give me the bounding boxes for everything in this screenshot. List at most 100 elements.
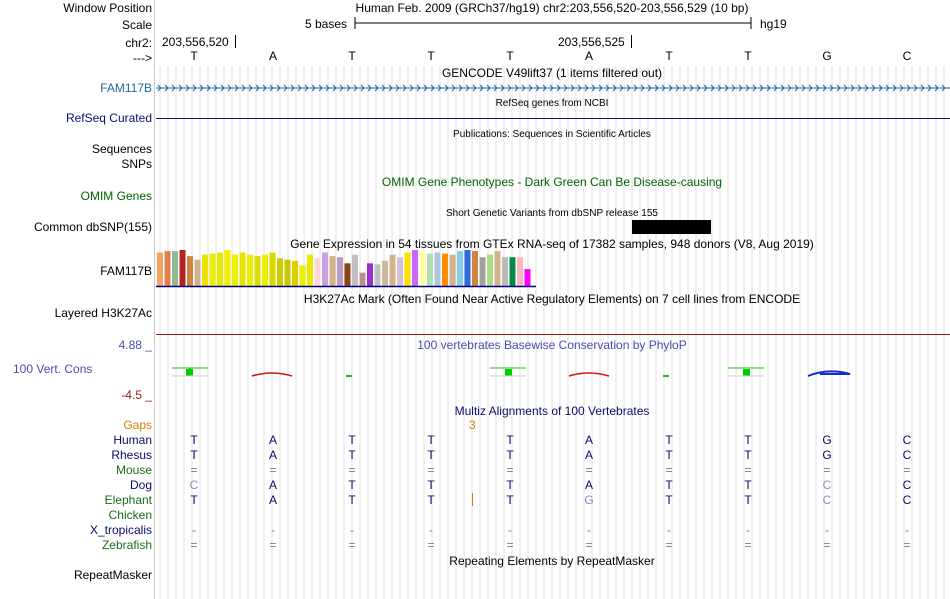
aligned-base: = xyxy=(665,538,673,552)
coord-left-tick xyxy=(235,35,236,48)
scale-assembly: hg19 xyxy=(760,17,787,31)
gtex-tissue-bar xyxy=(404,252,411,286)
aligned-base: = xyxy=(823,538,831,552)
gencode-gene-feature[interactable] xyxy=(156,81,950,95)
gtex-tissue-bar xyxy=(442,253,448,286)
scale-bar xyxy=(354,17,752,29)
gaps-label[interactable]: Gaps xyxy=(123,418,152,432)
reference-base: T xyxy=(665,49,673,63)
gtex-tissue-bar xyxy=(284,259,291,286)
species-label[interactable]: Chicken xyxy=(108,508,152,522)
gtex-tissue-bar xyxy=(434,252,441,286)
gtex-tissue-bar xyxy=(247,254,253,286)
aligned-base: T xyxy=(665,493,673,507)
aligned-base: T xyxy=(665,478,673,492)
omim-label[interactable]: OMIM Genes xyxy=(80,189,152,203)
aligned-base: T xyxy=(348,433,356,447)
aligned-base: C xyxy=(189,478,199,492)
gtex-tissue-bar xyxy=(187,256,193,286)
aligned-base: T xyxy=(348,478,356,492)
gtex-tissue-bar xyxy=(352,254,358,286)
dbsnp-label[interactable]: Common dbSNP(155) xyxy=(33,220,152,234)
phylop-label[interactable]: 100 Vert. Cons xyxy=(13,362,93,376)
label-divider xyxy=(154,0,155,599)
gtex-tissue-bar xyxy=(382,260,388,286)
multiz-title: Multiz Alignments of 100 Vertebrates xyxy=(454,404,650,418)
aligned-base: = xyxy=(348,463,356,477)
gtex-tissue-bar xyxy=(194,259,201,286)
refseq-label[interactable]: RefSeq Curated xyxy=(65,111,152,125)
species-label[interactable]: Human xyxy=(113,433,152,447)
gencode-gene-label[interactable]: FAM117B xyxy=(100,81,152,95)
gtex-expression-bars[interactable] xyxy=(156,250,556,290)
aligned-base: = xyxy=(585,538,593,552)
species-label[interactable]: Elephant xyxy=(104,493,152,507)
repeatmasker-label[interactable]: RepeatMasker xyxy=(73,568,152,582)
gtex-title: Gene Expression in 54 tissues from GTEx … xyxy=(290,237,814,251)
gtex-tissue-bar xyxy=(427,253,433,286)
refseq-gene-line[interactable] xyxy=(156,118,950,119)
species-label[interactable]: X_tropicalis xyxy=(89,523,152,537)
window-position-label[interactable]: Window Position xyxy=(63,1,152,15)
aligned-base: - xyxy=(825,523,829,537)
aligned-base: = xyxy=(665,463,673,477)
aligned-base: T xyxy=(744,433,752,447)
h3k27ac-label[interactable]: Layered H3K27Ac xyxy=(54,306,152,320)
species-label[interactable]: Zebrafish xyxy=(101,538,152,552)
gtex-tissue-bar xyxy=(217,252,223,286)
gtex-tissue-bar xyxy=(314,258,321,286)
chr-label[interactable]: chr2: xyxy=(125,36,152,50)
snps-label[interactable]: SNPs xyxy=(121,157,152,171)
aligned-base: = xyxy=(190,538,198,552)
aligned-base: - xyxy=(587,523,591,537)
aligned-base: = xyxy=(903,463,911,477)
aligned-base: = xyxy=(427,463,435,477)
scale-label[interactable]: Scale xyxy=(121,18,152,32)
omim-title: OMIM Gene Phenotypes - Dark Green Can Be… xyxy=(381,175,723,189)
aligned-base: T xyxy=(348,448,356,462)
aligned-base: C xyxy=(902,493,912,507)
sequences-label[interactable]: Sequences xyxy=(91,142,152,156)
gtex-tissue-bar xyxy=(479,257,486,286)
aligned-base: T xyxy=(427,478,435,492)
gtex-tissue-bar xyxy=(457,251,463,286)
aligned-base: = xyxy=(903,538,911,552)
gaps-count: 3 xyxy=(469,418,476,432)
gtex-tissue-bar xyxy=(262,254,268,286)
aligned-base: A xyxy=(584,433,594,447)
dbsnp-variant-block[interactable] xyxy=(632,220,711,234)
coord-mid: 203,556,525 xyxy=(558,35,625,49)
repeatmasker-title: Repeating Elements by RepeatMasker xyxy=(449,554,655,568)
aligned-base: - xyxy=(508,523,512,537)
gtex-tissue-bar xyxy=(517,257,523,286)
species-label[interactable]: Rhesus xyxy=(111,448,152,462)
aligned-base: - xyxy=(429,523,433,537)
species-label[interactable]: Dog xyxy=(129,478,152,492)
phylop-conservation-plot[interactable] xyxy=(156,362,950,384)
aligned-base: C xyxy=(822,493,832,507)
aligned-base: = xyxy=(269,463,277,477)
phylop-glyph-2 xyxy=(251,372,293,377)
aligned-base: C xyxy=(902,433,912,447)
gtex-tissue-bar xyxy=(172,251,178,286)
aligned-base: T xyxy=(506,493,514,507)
h3k27ac-signal-line xyxy=(156,334,950,335)
aligned-base: T xyxy=(190,493,198,507)
aligned-base: T xyxy=(427,448,435,462)
gtex-tissue-bar xyxy=(472,251,478,286)
aligned-base: = xyxy=(427,538,435,552)
gtex-label[interactable]: FAM117B xyxy=(100,264,152,278)
gtex-tissue-bar xyxy=(359,272,366,286)
aligned-base: T xyxy=(190,433,198,447)
aligned-base: C xyxy=(902,478,912,492)
aligned-base: T xyxy=(427,493,435,507)
aligned-base: T xyxy=(744,448,752,462)
gtex-tissue-bar xyxy=(487,254,493,286)
dbsnp-title: Short Genetic Variants from dbSNP releas… xyxy=(446,208,658,219)
gtex-tissue-bar xyxy=(224,250,231,286)
phylop-glyph-5 xyxy=(568,372,610,377)
gtex-tissue-bar xyxy=(209,253,216,286)
coord-left: 203,556,520 xyxy=(162,35,229,49)
species-label[interactable]: Mouse xyxy=(115,463,152,477)
strand-label[interactable]: ---> xyxy=(133,51,152,65)
